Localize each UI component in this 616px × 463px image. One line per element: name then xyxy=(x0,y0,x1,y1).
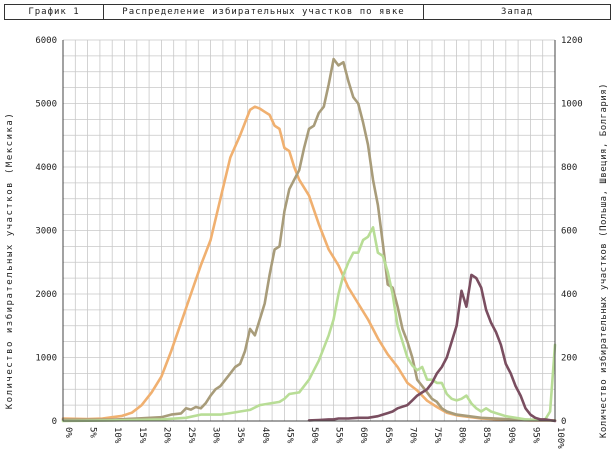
y-tick-label-left: 0 xyxy=(52,417,57,427)
y-tick-label-right: 600 xyxy=(561,227,577,237)
x-tick-label: 0% xyxy=(63,427,73,438)
y-tick-label-right: 800 xyxy=(561,163,577,173)
y-tick-label-left: 4000 xyxy=(35,163,57,173)
y-tick-label-right: 400 xyxy=(561,290,577,300)
x-tick-label: 80% xyxy=(457,427,467,444)
x-tick-label: 10% xyxy=(112,427,122,444)
x-tick-label: 75% xyxy=(432,427,442,444)
series-line-3 xyxy=(61,226,557,423)
x-tick-label: 55% xyxy=(334,427,344,444)
x-tick-label: 40% xyxy=(260,427,270,444)
y-tick-label-right: 1200 xyxy=(561,36,583,46)
y-tick-label-left: 5000 xyxy=(35,100,57,110)
x-tick-label: 15% xyxy=(137,427,147,444)
y-tick-label-left: 3000 xyxy=(35,227,57,237)
chart-title: Распределение избирательных участков по … xyxy=(104,5,424,19)
x-tick-label: 90% xyxy=(506,427,516,444)
series-line-1 xyxy=(61,105,557,422)
y-tick-label-left: 6000 xyxy=(35,36,57,46)
x-tick-label: 70% xyxy=(407,427,417,444)
y-axis-title-right: Количество избирательных участков (Польш… xyxy=(598,83,609,438)
x-tick-label: 5% xyxy=(88,427,98,438)
x-tick-label: 30% xyxy=(211,427,221,444)
y-tick-label-left: 2000 xyxy=(35,290,57,300)
y-axis-title-left: Количество избирательных участков (Мекси… xyxy=(4,112,15,410)
series-layer xyxy=(61,57,557,423)
x-tick-label: 45% xyxy=(284,427,294,444)
header-bar: График 1 Распределение избирательных уча… xyxy=(4,4,611,20)
x-tick-label: 35% xyxy=(235,427,245,444)
x-tick-label: 20% xyxy=(161,427,171,444)
x-tick-label: 60% xyxy=(358,427,368,444)
series-line-4 xyxy=(307,273,557,423)
x-tick-label: 100% xyxy=(555,427,565,449)
x-tick-label: 50% xyxy=(309,427,319,444)
x-tick-label: 95% xyxy=(530,427,540,444)
x-tick-label: 25% xyxy=(186,427,196,444)
x-tick-label: 65% xyxy=(383,427,393,444)
y-tick-label-right: 200 xyxy=(561,354,577,364)
y-tick-label-right: 0 xyxy=(561,417,566,427)
y-tick-label-left: 1000 xyxy=(35,354,57,364)
x-tick-label: 85% xyxy=(481,427,491,444)
series-line-2 xyxy=(61,57,557,422)
y-tick-label-right: 1000 xyxy=(561,100,583,110)
figure-label: График 1 xyxy=(5,5,104,19)
grid xyxy=(62,39,556,422)
axes: 0 1000 2000 3000 4000 5000 6000 0 200 400 600 800 10… xyxy=(4,36,609,449)
region-label: Запад xyxy=(500,7,534,17)
